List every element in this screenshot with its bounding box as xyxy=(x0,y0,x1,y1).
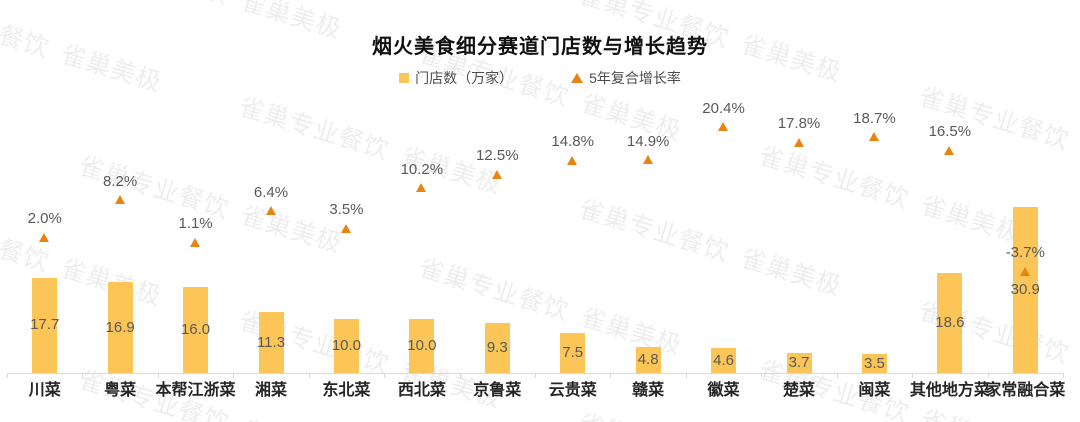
category-label-闽菜: 闽菜 xyxy=(858,382,891,399)
bar-云贵菜 xyxy=(560,332,586,373)
growth-rate-label: -3.7% xyxy=(1005,244,1045,262)
growth-marker-icon xyxy=(944,145,955,155)
category-label-西北菜: 西北菜 xyxy=(397,382,446,399)
growth-rate-label: 18.7% xyxy=(853,109,896,127)
bar-楚菜 xyxy=(786,353,812,373)
bar-value-label: 17.7 xyxy=(30,316,60,334)
bar-value-label: 11.3 xyxy=(256,333,286,351)
growth-marker-icon xyxy=(718,122,729,132)
triangle-marker-icon xyxy=(571,73,584,83)
x-axis-tick xyxy=(761,373,763,378)
category-label-东北菜: 东北菜 xyxy=(322,382,371,399)
bar-家常融合菜 xyxy=(1012,207,1038,373)
growth-rate-label: 14.8% xyxy=(551,133,594,151)
growth-marker-icon xyxy=(491,169,502,179)
x-axis-tick xyxy=(685,373,687,378)
x-axis-tick xyxy=(535,373,536,378)
growth-rate-label: 14.9% xyxy=(626,132,670,150)
x-axis-tick xyxy=(987,373,989,378)
bar-value-label: 10.0 xyxy=(331,337,362,355)
x-axis-tick xyxy=(459,373,461,378)
growth-marker-icon xyxy=(114,195,125,205)
category-label-湘菜: 湘菜 xyxy=(254,382,287,399)
x-axis-tick xyxy=(610,373,612,378)
bar-value-label: 3.5 xyxy=(863,354,885,372)
growth-marker-icon xyxy=(190,237,201,247)
bar-value-label: 7.5 xyxy=(562,343,584,361)
bar-西北菜 xyxy=(409,319,435,373)
bar-京鲁菜 xyxy=(484,323,510,373)
x-axis-tick xyxy=(7,373,8,378)
bar-徽菜 xyxy=(711,348,737,373)
growth-marker-icon xyxy=(1019,266,1030,276)
bar-value-label: 16.0 xyxy=(180,321,211,339)
bar-其他地方菜 xyxy=(937,273,963,373)
legend-item-growth: 5年复合增长率 xyxy=(571,68,681,88)
bar-value-label: 16.9 xyxy=(105,318,135,336)
category-label-徽菜: 徽菜 xyxy=(707,382,740,399)
x-axis-tick xyxy=(912,373,914,378)
growth-marker-icon xyxy=(416,183,427,193)
growth-rate-label: 12.5% xyxy=(476,147,519,164)
bar-series-swatch-icon xyxy=(399,73,410,83)
x-axis-tick xyxy=(308,373,310,378)
legend-label-growth: 5年复合增长率 xyxy=(589,70,681,86)
category-label-本帮江浙菜: 本帮江浙菜 xyxy=(155,382,236,399)
bar-value-label: 4.8 xyxy=(637,351,659,369)
growth-rate-label: 20.4% xyxy=(702,99,745,117)
x-axis-tick xyxy=(384,373,386,378)
x-axis-tick xyxy=(1063,373,1064,378)
bar-赣菜 xyxy=(635,347,661,373)
x-axis-tick xyxy=(233,373,235,378)
category-label-赣菜: 赣菜 xyxy=(632,382,665,399)
bar-湘菜 xyxy=(258,312,284,373)
growth-rate-label: 2.0% xyxy=(27,210,62,227)
category-label-家常融合菜: 家常融合菜 xyxy=(985,382,1066,399)
growth-marker-icon xyxy=(39,232,50,242)
growth-marker-icon xyxy=(340,223,351,233)
growth-rate-label: 8.2% xyxy=(103,172,138,190)
bar-value-label: 9.3 xyxy=(486,339,508,357)
growth-marker-icon xyxy=(642,155,653,165)
growth-rate-label: 6.4% xyxy=(253,183,289,201)
growth-rate-label: 1.1% xyxy=(178,215,213,233)
growth-rate-label: 16.5% xyxy=(928,123,972,140)
legend-label-stores: 门店数（万家） xyxy=(415,70,514,86)
bar-本帮江浙菜 xyxy=(183,287,209,373)
category-label-其他地方菜: 其他地方菜 xyxy=(909,382,990,399)
growth-marker-icon xyxy=(567,155,578,165)
chart-title: 烟火美食细分赛道门店数与增长趋势 xyxy=(372,36,708,58)
category-label-云贵菜: 云贵菜 xyxy=(548,382,597,399)
category-label-京鲁菜: 京鲁菜 xyxy=(473,382,522,399)
growth-rate-label: 3.5% xyxy=(329,201,364,218)
category-label-楚菜: 楚菜 xyxy=(782,382,815,399)
bar-value-label: 18.6 xyxy=(935,314,965,332)
x-axis-tick xyxy=(157,373,159,378)
category-label-川菜: 川菜 xyxy=(28,382,61,399)
bar-闽菜 xyxy=(861,354,887,373)
bar-粤菜 xyxy=(107,282,133,373)
growth-marker-icon xyxy=(868,132,879,142)
growth-marker-icon xyxy=(265,206,276,216)
legend: 门店数（万家） 5年复合增长率 xyxy=(0,68,1080,88)
category-label-粤菜: 粤菜 xyxy=(104,382,137,399)
bar-川菜 xyxy=(32,277,58,373)
growth-rate-label: 10.2% xyxy=(400,160,444,178)
bar-value-label: 10.0 xyxy=(407,337,437,355)
bar-value-label: 3.7 xyxy=(788,354,810,372)
x-axis-tick xyxy=(836,373,838,378)
bar-东北菜 xyxy=(333,319,359,373)
growth-marker-icon xyxy=(793,137,804,147)
bar-value-label: 30.9 xyxy=(1010,281,1040,299)
growth-rate-label: 17.8% xyxy=(777,115,821,133)
x-axis-tick xyxy=(82,373,84,378)
legend-item-stores: 门店数（万家） xyxy=(399,68,513,88)
bar-value-label: 4.6 xyxy=(713,351,734,369)
